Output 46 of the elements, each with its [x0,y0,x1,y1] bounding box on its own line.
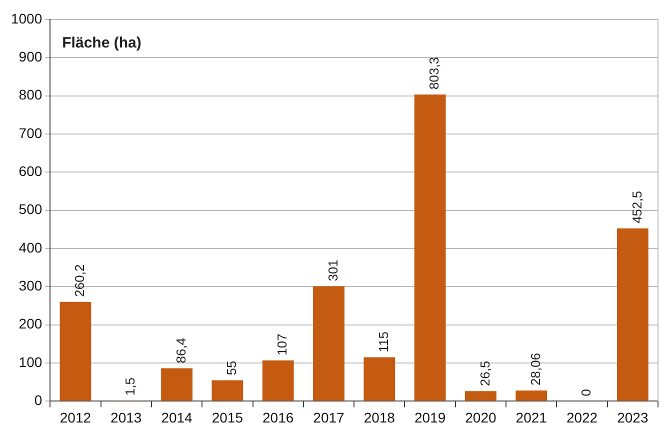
data-label: 301 [325,260,340,282]
x-tick-label: 2017 [313,409,345,426]
data-label: 115 [376,332,391,352]
x-tick-label: 2021 [516,409,548,426]
bar [60,302,92,401]
y-tick-label: 300 [18,278,42,294]
x-tick-label: 2015 [212,409,244,426]
x-tick-label: 2013 [110,409,142,426]
data-label: 86,4 [173,338,188,364]
data-label: 260,2 [72,264,88,297]
x-tick-label: 2014 [161,409,193,426]
x-tick-label: 2012 [60,409,92,426]
bar [313,286,344,401]
y-tick-label: 700 [18,124,42,141]
data-label: 452,5 [629,190,644,224]
data-label: 26,5 [477,360,492,386]
y-tick-label: 400 [18,239,42,256]
y-axis-title: Fläche (ha) [62,34,142,52]
y-tick-label: 200 [18,316,42,332]
data-label: 107 [274,334,290,356]
y-tick-label: 100 [18,354,42,370]
x-tick-label: 2018 [364,409,396,426]
bar [465,391,496,401]
bar [262,360,294,401]
bar [212,380,244,401]
bar [161,368,192,401]
y-tick-label: 500 [18,201,42,218]
x-tick-label: 2022 [566,409,598,426]
x-tick-label: 2020 [465,409,496,426]
data-label: 0 [578,388,594,396]
data-label: 1,5 [122,378,138,396]
x-tick-label: 2023 [617,409,648,426]
data-label: 803,3 [426,56,442,90]
x-tick-label: 2019 [414,409,446,426]
y-tick-label: 0 [34,392,42,408]
bar [364,357,396,401]
data-label: 28,06 [528,352,543,386]
data-label: 55 [224,360,240,376]
x-tick-label: 2016 [262,409,294,426]
bar [516,390,548,401]
y-tick-label: 800 [18,86,42,103]
y-tick-label: 600 [18,162,42,179]
bar [616,228,648,401]
y-tick-label: 900 [18,48,42,64]
y-tick-label: 1000 [10,10,42,26]
bar [414,94,446,401]
